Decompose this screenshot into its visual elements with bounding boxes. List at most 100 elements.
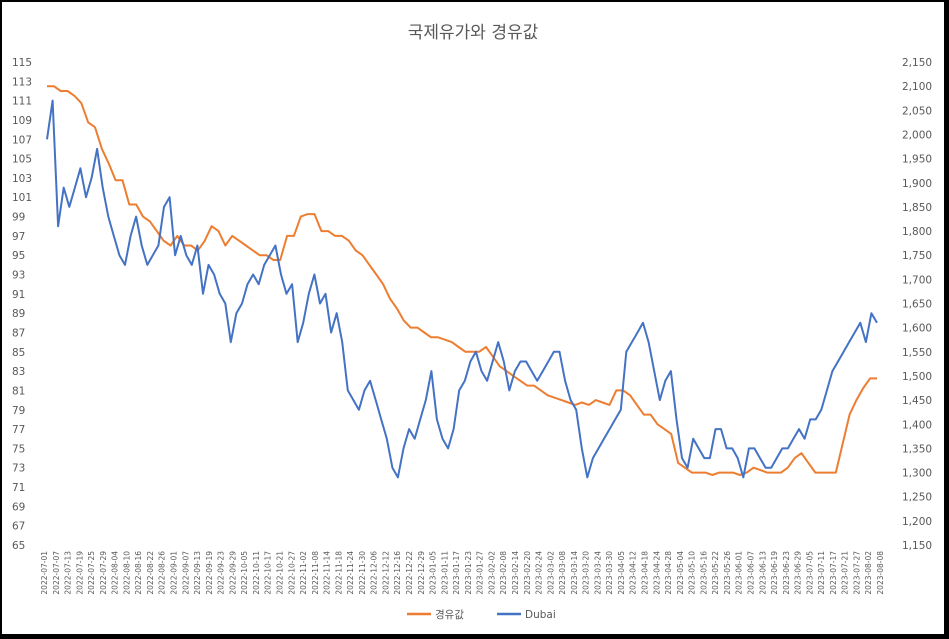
x-tick-label: 2022-07-13 [64, 551, 73, 595]
x-tick-label: 2022-11-24 [346, 551, 355, 595]
left-tick-label: 83 [12, 366, 25, 378]
series-line-dubai [46, 99, 878, 479]
x-tick-label: 2023-08-02 [864, 551, 873, 595]
x-tick-label: 2023-04-24 [652, 551, 661, 595]
x-tick-label: 2022-12-12 [381, 551, 390, 595]
x-tick-label: 2022-09-07 [181, 551, 190, 595]
right-tick-label: 1,600 [902, 323, 932, 335]
left-tick-label: 107 [12, 134, 32, 146]
left-tick-label: 99 [12, 212, 25, 224]
x-tick-label: 2023-01-27 [476, 551, 485, 595]
x-tick-label: 2023-03-20 [582, 551, 591, 595]
x-tick-label: 2023-05-22 [711, 551, 720, 595]
x-tick-label: 2022-10-21 [275, 551, 284, 595]
x-tick-label: 2023-03-14 [570, 551, 579, 595]
x-tick-label: 2022-11-30 [358, 551, 367, 595]
x-tick-label: 2023-03-30 [605, 551, 614, 595]
x-tick-label: 2023-05-26 [723, 551, 732, 595]
x-tick-label: 2022-09-23 [217, 551, 226, 595]
right-tick-label: 1,800 [902, 226, 932, 238]
x-tick-label: 2022-12-06 [370, 551, 379, 595]
x-tick-label: 2022-10-17 [264, 551, 273, 595]
right-tick-label: 1,650 [902, 299, 932, 311]
left-tick-label: 65 [12, 540, 25, 552]
right-tick-label: 2,050 [902, 105, 932, 117]
x-tick-label: 2023-03-24 [593, 551, 602, 595]
right-tick-label: 1,500 [902, 371, 932, 383]
x-tick-label: 2022-10-27 [287, 551, 296, 595]
x-tick-label: 2023-07-27 [852, 551, 861, 595]
x-tick-label: 2023-07-17 [829, 551, 838, 595]
left-tick-label: 69 [12, 501, 25, 513]
left-tick-label: 81 [12, 385, 25, 397]
chart-title: 국제유가와 경유값 [408, 23, 539, 43]
left-tick-label: 105 [12, 154, 32, 166]
left-tick-label: 77 [12, 424, 25, 436]
x-tick-label: 2022-08-22 [146, 551, 155, 595]
x-tick-label: 2022-07-01 [40, 551, 49, 595]
left-tick-label: 75 [12, 443, 25, 455]
x-tick-label: 2023-04-28 [664, 551, 673, 595]
left-tick-label: 89 [12, 308, 25, 320]
x-tick-label: 2023-04-18 [641, 551, 650, 595]
x-tick-label: 2023-02-24 [535, 551, 544, 595]
left-tick-label: 93 [12, 270, 25, 282]
left-tick-label: 91 [12, 289, 25, 301]
x-tick-label: 2023-06-29 [794, 551, 803, 595]
x-tick-label: 2023-07-21 [841, 551, 850, 595]
left-tick-label: 71 [12, 482, 25, 494]
right-axis: 1,150 1,200 1,250 1,300 1,350 1,400 1,450 1,500… [902, 57, 932, 552]
right-tick-label: 1,250 [902, 492, 932, 504]
x-tick-label: 2023-01-11 [440, 551, 449, 595]
legend-label: 경유값 [435, 608, 464, 621]
legend-label: Dubai [525, 609, 556, 621]
left-tick-label: 103 [12, 173, 32, 185]
left-tick-label: 87 [12, 327, 25, 339]
right-tick-label: 1,150 [902, 540, 932, 552]
left-tick-label: 101 [12, 192, 32, 204]
x-tick-label: 2023-03-08 [558, 551, 567, 595]
x-tick-label: 2022-08-16 [134, 551, 143, 595]
x-tick-label: 2023-06-07 [746, 551, 755, 595]
left-tick-label: 115 [12, 57, 32, 69]
left-tick-label: 85 [12, 347, 25, 359]
x-tick-label: 2022-09-13 [193, 551, 202, 595]
right-tick-label: 2,000 [902, 129, 932, 141]
x-tick-label: 2023-01-05 [429, 551, 438, 595]
x-tick-label: 2022-11-14 [323, 551, 332, 595]
left-tick-label: 97 [12, 231, 25, 243]
x-tick-label: 2022-12-29 [417, 551, 426, 595]
x-tick-label: 2022-10-11 [252, 551, 261, 595]
x-tick-label: 2022-11-18 [334, 551, 343, 595]
x-tick-label: 2022-09-01 [170, 551, 179, 595]
right-tick-label: 1,850 [902, 202, 932, 214]
x-tick-label: 2023-02-08 [499, 551, 508, 595]
legend: 경유값 Dubai [407, 608, 556, 621]
series-line-diesel-price [47, 85, 877, 476]
x-tick-label: 2022-12-22 [405, 551, 414, 595]
series-lines [46, 85, 878, 479]
x-tick-label: 2022-08-10 [122, 551, 131, 595]
left-tick-label: 109 [12, 115, 32, 127]
x-tick-label: 2023-02-14 [511, 551, 520, 595]
x-tick-label: 2023-01-17 [452, 551, 461, 595]
right-tick-label: 1,350 [902, 443, 932, 455]
x-tick-label: 2022-12-16 [393, 551, 402, 595]
x-tick-label: 2023-05-04 [676, 551, 685, 595]
left-tick-label: 79 [12, 405, 25, 417]
left-tick-label: 67 [12, 521, 25, 533]
x-tick-label: 2023-07-11 [817, 551, 826, 595]
x-tick-label: 2023-05-16 [699, 551, 708, 595]
x-tick-label: 2022-07-19 [75, 551, 84, 595]
right-tick-label: 1,550 [902, 347, 932, 359]
x-tick-label: 2023-07-05 [805, 551, 814, 595]
x-tick-label: 2022-11-02 [299, 551, 308, 595]
left-tick-label: 73 [12, 463, 25, 475]
right-tick-label: 1,900 [902, 178, 932, 190]
right-tick-label: 2,150 [902, 57, 932, 69]
x-tick-label: 2023-06-19 [770, 551, 779, 595]
right-tick-label: 1,950 [902, 154, 932, 166]
x-axis: 2022-07-01 2022-07-07 2022-07-13 2022-07-19… [40, 551, 885, 595]
